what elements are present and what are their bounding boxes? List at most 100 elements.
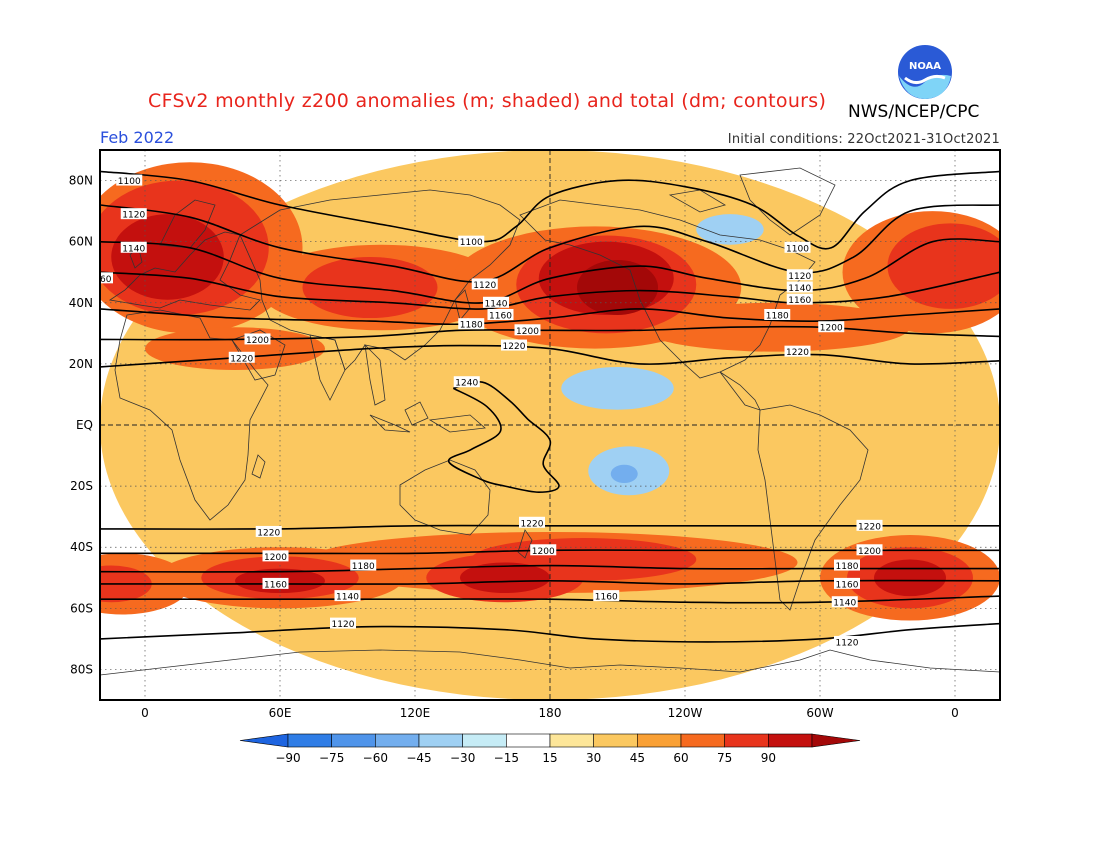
colorbar-segment bbox=[375, 733, 420, 748]
svg-text:1160: 1160 bbox=[264, 580, 287, 590]
svg-text:1220: 1220 bbox=[858, 522, 881, 532]
anomaly-region bbox=[577, 260, 658, 315]
lat-tick-label: 20S bbox=[70, 479, 93, 493]
colorbar-segment bbox=[418, 733, 463, 748]
svg-text:1200: 1200 bbox=[532, 547, 555, 557]
contour-label: 1180 bbox=[458, 318, 485, 331]
colorbar-label: −15 bbox=[494, 751, 519, 765]
contour-line bbox=[100, 595, 1000, 604]
svg-text:1100: 1100 bbox=[460, 238, 483, 248]
svg-text:1120: 1120 bbox=[473, 281, 496, 291]
contour-label: 1120 bbox=[471, 278, 498, 291]
colorbar-label: 75 bbox=[717, 751, 732, 765]
contour-label: 1140 bbox=[334, 590, 361, 603]
initial-conditions: Initial conditions: 22Oct2021-31Oct2021 bbox=[727, 132, 1000, 147]
lat-tick-label: 60S bbox=[70, 601, 93, 615]
lat-tick-label: 80S bbox=[70, 662, 93, 676]
colorbar-segment bbox=[462, 733, 507, 748]
agency-label: NWS/NCEP/CPC bbox=[848, 102, 980, 122]
lat-tick-label: 40N bbox=[69, 296, 93, 310]
lon-tick-label: 120W bbox=[668, 706, 703, 720]
svg-text:1140: 1140 bbox=[485, 299, 508, 309]
lon-tick-label: 120E bbox=[400, 706, 431, 720]
svg-text:1240: 1240 bbox=[455, 379, 478, 389]
colorbar-label: −75 bbox=[319, 751, 344, 765]
contour-label: 1100 bbox=[784, 241, 811, 254]
lat-tick-label: 40S bbox=[70, 540, 93, 554]
contour-label: 1140 bbox=[483, 296, 509, 309]
colorbar-segment bbox=[506, 733, 551, 748]
contour-label: 1220 bbox=[255, 525, 282, 538]
contour-label: 1100 bbox=[458, 235, 485, 248]
svg-text:1200: 1200 bbox=[516, 327, 539, 337]
colorbar-label: −30 bbox=[450, 751, 475, 765]
contour-label: 1160 bbox=[487, 309, 514, 322]
lon-tick-label: 60E bbox=[269, 706, 292, 720]
lon-tick-label: 60W bbox=[806, 706, 833, 720]
svg-text:1160: 1160 bbox=[489, 312, 512, 322]
height-contours: 1100 1100 1100 1120 1120 1120 1140 1140 1140 1160… bbox=[89, 170, 1000, 648]
longitude-labels: 0 60E 120E 180 120W 60W 0 bbox=[141, 706, 959, 720]
contour-label: 1200 bbox=[244, 333, 271, 346]
contour-label: 1220 bbox=[784, 345, 811, 358]
svg-text:1220: 1220 bbox=[257, 528, 280, 538]
contour-label: 1200 bbox=[818, 321, 845, 334]
lon-tick-label: 180 bbox=[539, 706, 562, 720]
contour-line bbox=[100, 271, 1000, 310]
colorbar-segment bbox=[768, 733, 813, 748]
lat-tick-label: EQ bbox=[76, 418, 93, 432]
contour-line bbox=[100, 308, 1000, 326]
contour-line bbox=[100, 564, 1000, 573]
lat-tick-label: 80N bbox=[69, 174, 93, 188]
colorbar-label: −90 bbox=[275, 751, 300, 765]
contour-label: 1120 bbox=[330, 617, 356, 630]
svg-text:1100: 1100 bbox=[786, 244, 809, 254]
svg-text:1220: 1220 bbox=[521, 519, 544, 529]
contour-label: 1180 bbox=[350, 559, 377, 572]
svg-text:1120: 1120 bbox=[332, 620, 355, 630]
svg-text:1160: 1160 bbox=[836, 580, 859, 590]
anomaly-region bbox=[610, 464, 638, 484]
anomaly-region bbox=[460, 562, 550, 594]
svg-text:1200: 1200 bbox=[820, 324, 843, 334]
contour-label: 1160 bbox=[593, 590, 620, 603]
contour-label: 1100 bbox=[116, 174, 143, 187]
colorbar-label: 15 bbox=[542, 751, 557, 765]
map-frame bbox=[99, 149, 1001, 701]
anomaly-region bbox=[111, 214, 224, 300]
contour-line bbox=[447, 381, 560, 494]
colorbar-segment bbox=[680, 733, 725, 748]
colorbar: −90 −75 −60 −45 −30 −15 15 30 45 60 75 90 bbox=[239, 733, 861, 765]
anomaly-region bbox=[887, 223, 1000, 309]
lon-tick-label: 0 bbox=[141, 706, 149, 720]
colorbar-segment bbox=[637, 733, 682, 748]
contour-label: 1180 bbox=[834, 559, 860, 572]
contour-label: 1200 bbox=[262, 550, 289, 563]
colorbar-segment bbox=[724, 733, 769, 748]
svg-text:1160: 1160 bbox=[89, 275, 112, 285]
colorbar-segment bbox=[287, 733, 332, 748]
svg-text:1140: 1140 bbox=[833, 599, 856, 609]
svg-text:1140: 1140 bbox=[336, 593, 359, 603]
contour-label: 1200 bbox=[530, 544, 557, 557]
contour-label: 1220 bbox=[501, 339, 527, 352]
svg-text:1180: 1180 bbox=[460, 321, 483, 331]
svg-text:1180: 1180 bbox=[836, 562, 859, 572]
contour-label: 1200 bbox=[514, 324, 541, 337]
contour-line bbox=[100, 170, 1000, 250]
noaa-logo-icon: NOAA bbox=[896, 43, 954, 101]
forecast-period: Feb 2022 bbox=[100, 128, 175, 147]
svg-text:1220: 1220 bbox=[786, 348, 809, 358]
svg-text:1180: 1180 bbox=[352, 562, 375, 572]
contour-line bbox=[100, 344, 1000, 368]
contour-label: 1140 bbox=[120, 241, 147, 254]
anomaly-region bbox=[696, 214, 764, 245]
anomaly-region bbox=[302, 256, 438, 319]
contour-label: 1160 bbox=[786, 293, 813, 306]
svg-text:1200: 1200 bbox=[264, 553, 287, 563]
svg-text:1120: 1120 bbox=[122, 211, 145, 221]
svg-text:1220: 1220 bbox=[230, 354, 253, 364]
colorbar-label: −45 bbox=[406, 751, 431, 765]
svg-text:1120: 1120 bbox=[788, 272, 811, 282]
